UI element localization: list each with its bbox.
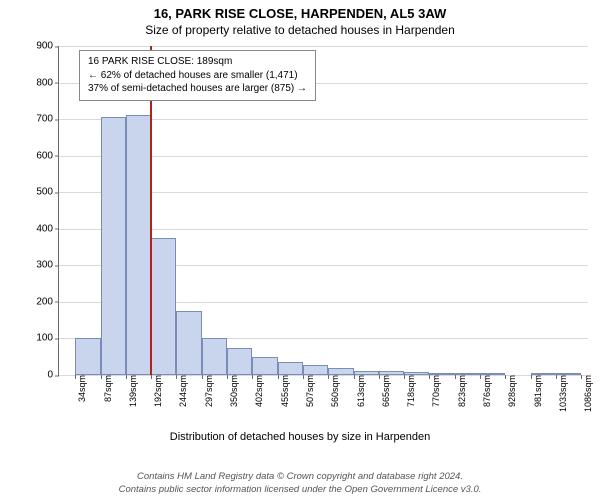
x-axis-label: Distribution of detached houses by size … xyxy=(0,431,600,443)
x-tick-label: 823sqm xyxy=(451,375,467,407)
histogram-bar xyxy=(252,357,277,375)
y-tick-label: 300 xyxy=(36,260,59,271)
x-tick-label: 928sqm xyxy=(501,375,517,407)
y-tick-label: 100 xyxy=(36,333,59,344)
footer-line-2: Contains public sector information licen… xyxy=(0,484,600,496)
gridline xyxy=(59,46,588,47)
x-tick-label: 770sqm xyxy=(425,375,441,407)
x-tick-label: 297sqm xyxy=(198,375,214,407)
histogram-bar xyxy=(202,338,227,375)
x-tick-label: 455sqm xyxy=(274,375,290,407)
y-tick-label: 200 xyxy=(36,296,59,307)
histogram-bar xyxy=(328,368,353,375)
annotation-line: 16 PARK RISE CLOSE: 189sqm xyxy=(88,55,307,69)
x-tick-label: 350sqm xyxy=(223,375,239,407)
y-tick-label: 700 xyxy=(36,114,59,125)
x-tick-label: 718sqm xyxy=(400,375,416,407)
x-tick-label: 507sqm xyxy=(299,375,315,407)
annotation-line: ← 62% of detached houses are smaller (1,… xyxy=(88,69,307,83)
x-tick-label: 613sqm xyxy=(350,375,366,407)
x-tick-label: 981sqm xyxy=(527,375,543,407)
x-tick-label: 876sqm xyxy=(476,375,492,407)
x-tick-label: 1033sqm xyxy=(552,375,568,412)
histogram-bar xyxy=(126,115,151,375)
y-tick-label: 400 xyxy=(36,223,59,234)
x-tick-label: 244sqm xyxy=(172,375,188,407)
histogram-bar xyxy=(227,348,252,375)
y-tick-label: 500 xyxy=(36,187,59,198)
annotation-line: 37% of semi-detached houses are larger (… xyxy=(88,82,307,96)
y-tick-label: 600 xyxy=(36,150,59,161)
footer-line-1: Contains HM Land Registry data © Crown c… xyxy=(0,471,600,483)
annotation-box: 16 PARK RISE CLOSE: 189sqm← 62% of detac… xyxy=(79,50,316,101)
x-tick-label: 560sqm xyxy=(324,375,340,407)
x-tick-label: 665sqm xyxy=(375,375,391,407)
histogram-bar xyxy=(278,362,303,375)
histogram-bar xyxy=(101,117,126,375)
x-tick-label: 139sqm xyxy=(122,375,138,407)
y-tick-label: 0 xyxy=(47,370,59,381)
histogram-bar xyxy=(176,311,201,375)
footer-attribution: Contains HM Land Registry data © Crown c… xyxy=(0,471,600,496)
x-tick-label: 192sqm xyxy=(147,375,163,407)
histogram-bar xyxy=(151,238,176,375)
y-tick-label: 900 xyxy=(36,41,59,52)
chart-title-main: 16, PARK RISE CLOSE, HARPENDEN, AL5 3AW xyxy=(0,0,600,21)
x-tick-label: 402sqm xyxy=(248,375,264,407)
histogram-bar xyxy=(75,338,100,375)
y-tick-label: 800 xyxy=(36,77,59,88)
chart-container: Number of detached properties 0100200300… xyxy=(0,40,600,445)
plot-area: 010020030040050060070080090034sqm87sqm13… xyxy=(58,46,588,376)
histogram-bar xyxy=(303,365,328,375)
x-tick-label: 1086sqm xyxy=(577,375,593,412)
x-tick-label: 34sqm xyxy=(71,375,87,402)
x-tick-label: 87sqm xyxy=(97,375,113,402)
chart-title-sub: Size of property relative to detached ho… xyxy=(0,21,600,37)
